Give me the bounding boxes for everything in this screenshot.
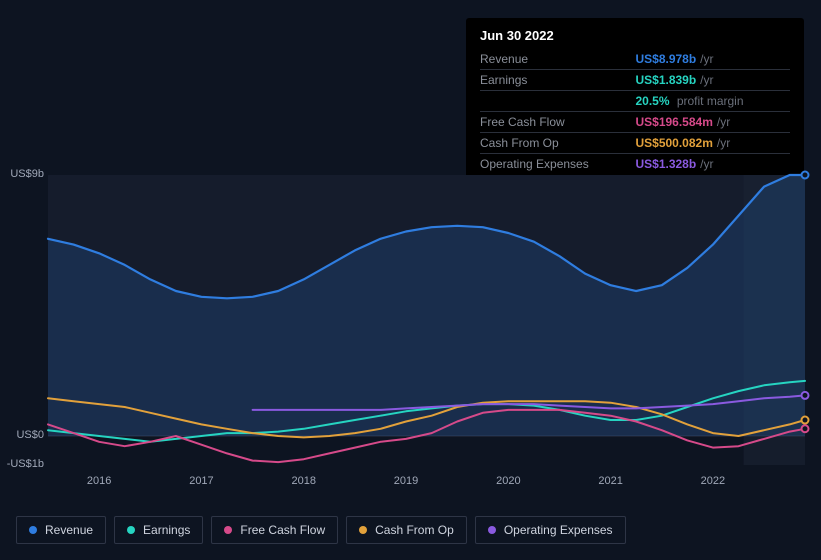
- legend-item-cfo[interactable]: Cash From Op: [346, 516, 467, 544]
- legend-dot-icon: [29, 526, 37, 534]
- end-marker: [802, 425, 809, 432]
- legend-item-opex[interactable]: Operating Expenses: [475, 516, 626, 544]
- tooltip-row-earnings: EarningsUS$1.839b/yr: [480, 70, 790, 91]
- chart-svg: [0, 160, 821, 500]
- end-marker: [802, 417, 809, 424]
- legend-label: Earnings: [143, 523, 190, 537]
- legend-label: Cash From Op: [375, 523, 454, 537]
- end-marker: [802, 392, 809, 399]
- tooltip-value: US$8.978b/yr: [635, 49, 790, 70]
- x-axis-label: 2022: [701, 475, 725, 487]
- tooltip-row-revenue: RevenueUS$8.978b/yr: [480, 49, 790, 70]
- end-marker: [802, 172, 809, 179]
- x-axis-label: 2020: [496, 475, 520, 487]
- x-axis-label: 2017: [189, 475, 213, 487]
- tooltip-row-fcf: Free Cash FlowUS$196.584m/yr: [480, 112, 790, 133]
- tooltip-date: Jun 30 2022: [480, 28, 790, 43]
- chart[interactable]: US$9b US$0 -US$1b 2016 2017 2018 2019 2020 2021…: [0, 160, 821, 500]
- x-axis-label: 2019: [394, 475, 418, 487]
- legend-item-revenue[interactable]: Revenue: [16, 516, 106, 544]
- legend-label: Free Cash Flow: [240, 523, 325, 537]
- tooltip-value: US$500.082m/yr: [635, 133, 790, 154]
- legend-label: Revenue: [45, 523, 93, 537]
- legend-label: Operating Expenses: [504, 523, 613, 537]
- legend-dot-icon: [224, 526, 232, 534]
- legend-dot-icon: [488, 526, 496, 534]
- tooltip-label: Cash From Op: [480, 133, 635, 154]
- y-axis-label: US$0: [4, 429, 44, 441]
- tooltip-row-profit-margin: 20.5% profit margin: [480, 91, 790, 112]
- legend: Revenue Earnings Free Cash Flow Cash From O…: [16, 516, 626, 544]
- tooltip-row-cfo: Cash From OpUS$500.082m/yr: [480, 133, 790, 154]
- legend-dot-icon: [359, 526, 367, 534]
- legend-item-earnings[interactable]: Earnings: [114, 516, 203, 544]
- tooltip-label: Earnings: [480, 70, 635, 91]
- legend-item-fcf[interactable]: Free Cash Flow: [211, 516, 338, 544]
- tooltip-value: US$1.839b/yr: [635, 70, 790, 91]
- x-axis-label: 2016: [87, 475, 111, 487]
- tooltip-value: US$196.584m/yr: [635, 112, 790, 133]
- tooltip-label: Free Cash Flow: [480, 112, 635, 133]
- y-axis-label: US$9b: [4, 168, 44, 180]
- y-axis-label: -US$1b: [4, 458, 44, 470]
- x-axis-label: 2021: [598, 475, 622, 487]
- x-axis-label: 2018: [291, 475, 315, 487]
- legend-dot-icon: [127, 526, 135, 534]
- tooltip-table: RevenueUS$8.978b/yrEarningsUS$1.839b/yr2…: [480, 49, 790, 174]
- tooltip-label: Revenue: [480, 49, 635, 70]
